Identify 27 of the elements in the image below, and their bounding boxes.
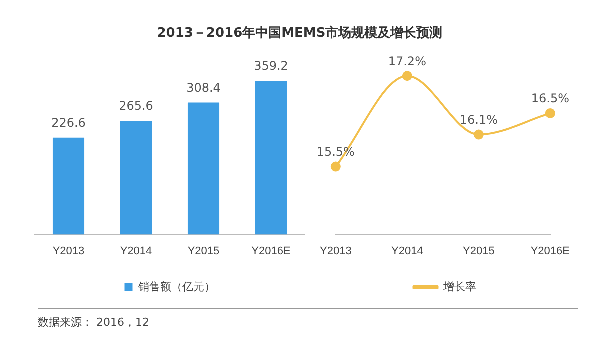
data-label: 359.2 (254, 59, 288, 74)
x-tick-label: Y2014 (120, 245, 152, 258)
x-tick-label: Y2014 (392, 245, 424, 258)
data-label: 17.2% (388, 54, 426, 68)
legend-label: 增长率 (442, 280, 476, 294)
x-tick-label: Y2013 (52, 245, 85, 258)
data-label: 265.6 (119, 99, 154, 114)
data-label: 16.5% (531, 92, 570, 106)
x-tick-label: Y2013 (320, 245, 352, 258)
data-label: 16.1% (460, 112, 498, 127)
chart-title: 2013－2016年中国MEMS市场规模及增长预测 (156, 24, 444, 42)
point (474, 130, 484, 140)
x-tick-label: Y2016E (530, 245, 570, 258)
source-note: 数据来源： 2016，12 (38, 308, 578, 330)
data-label: 226.6 (52, 116, 86, 130)
bar (52, 138, 85, 235)
point (545, 108, 556, 118)
legend-label: 销售额（亿元） (137, 280, 216, 294)
x-tick-label: Y2015 (188, 245, 220, 258)
point (402, 71, 412, 82)
x-tick-label: Y2015 (463, 245, 495, 258)
bar (120, 121, 152, 235)
x-tick-label: Y2016E (252, 245, 291, 258)
bar (255, 81, 288, 235)
bar (188, 102, 220, 235)
point (330, 162, 341, 172)
data-label: 308.4 (186, 80, 221, 95)
